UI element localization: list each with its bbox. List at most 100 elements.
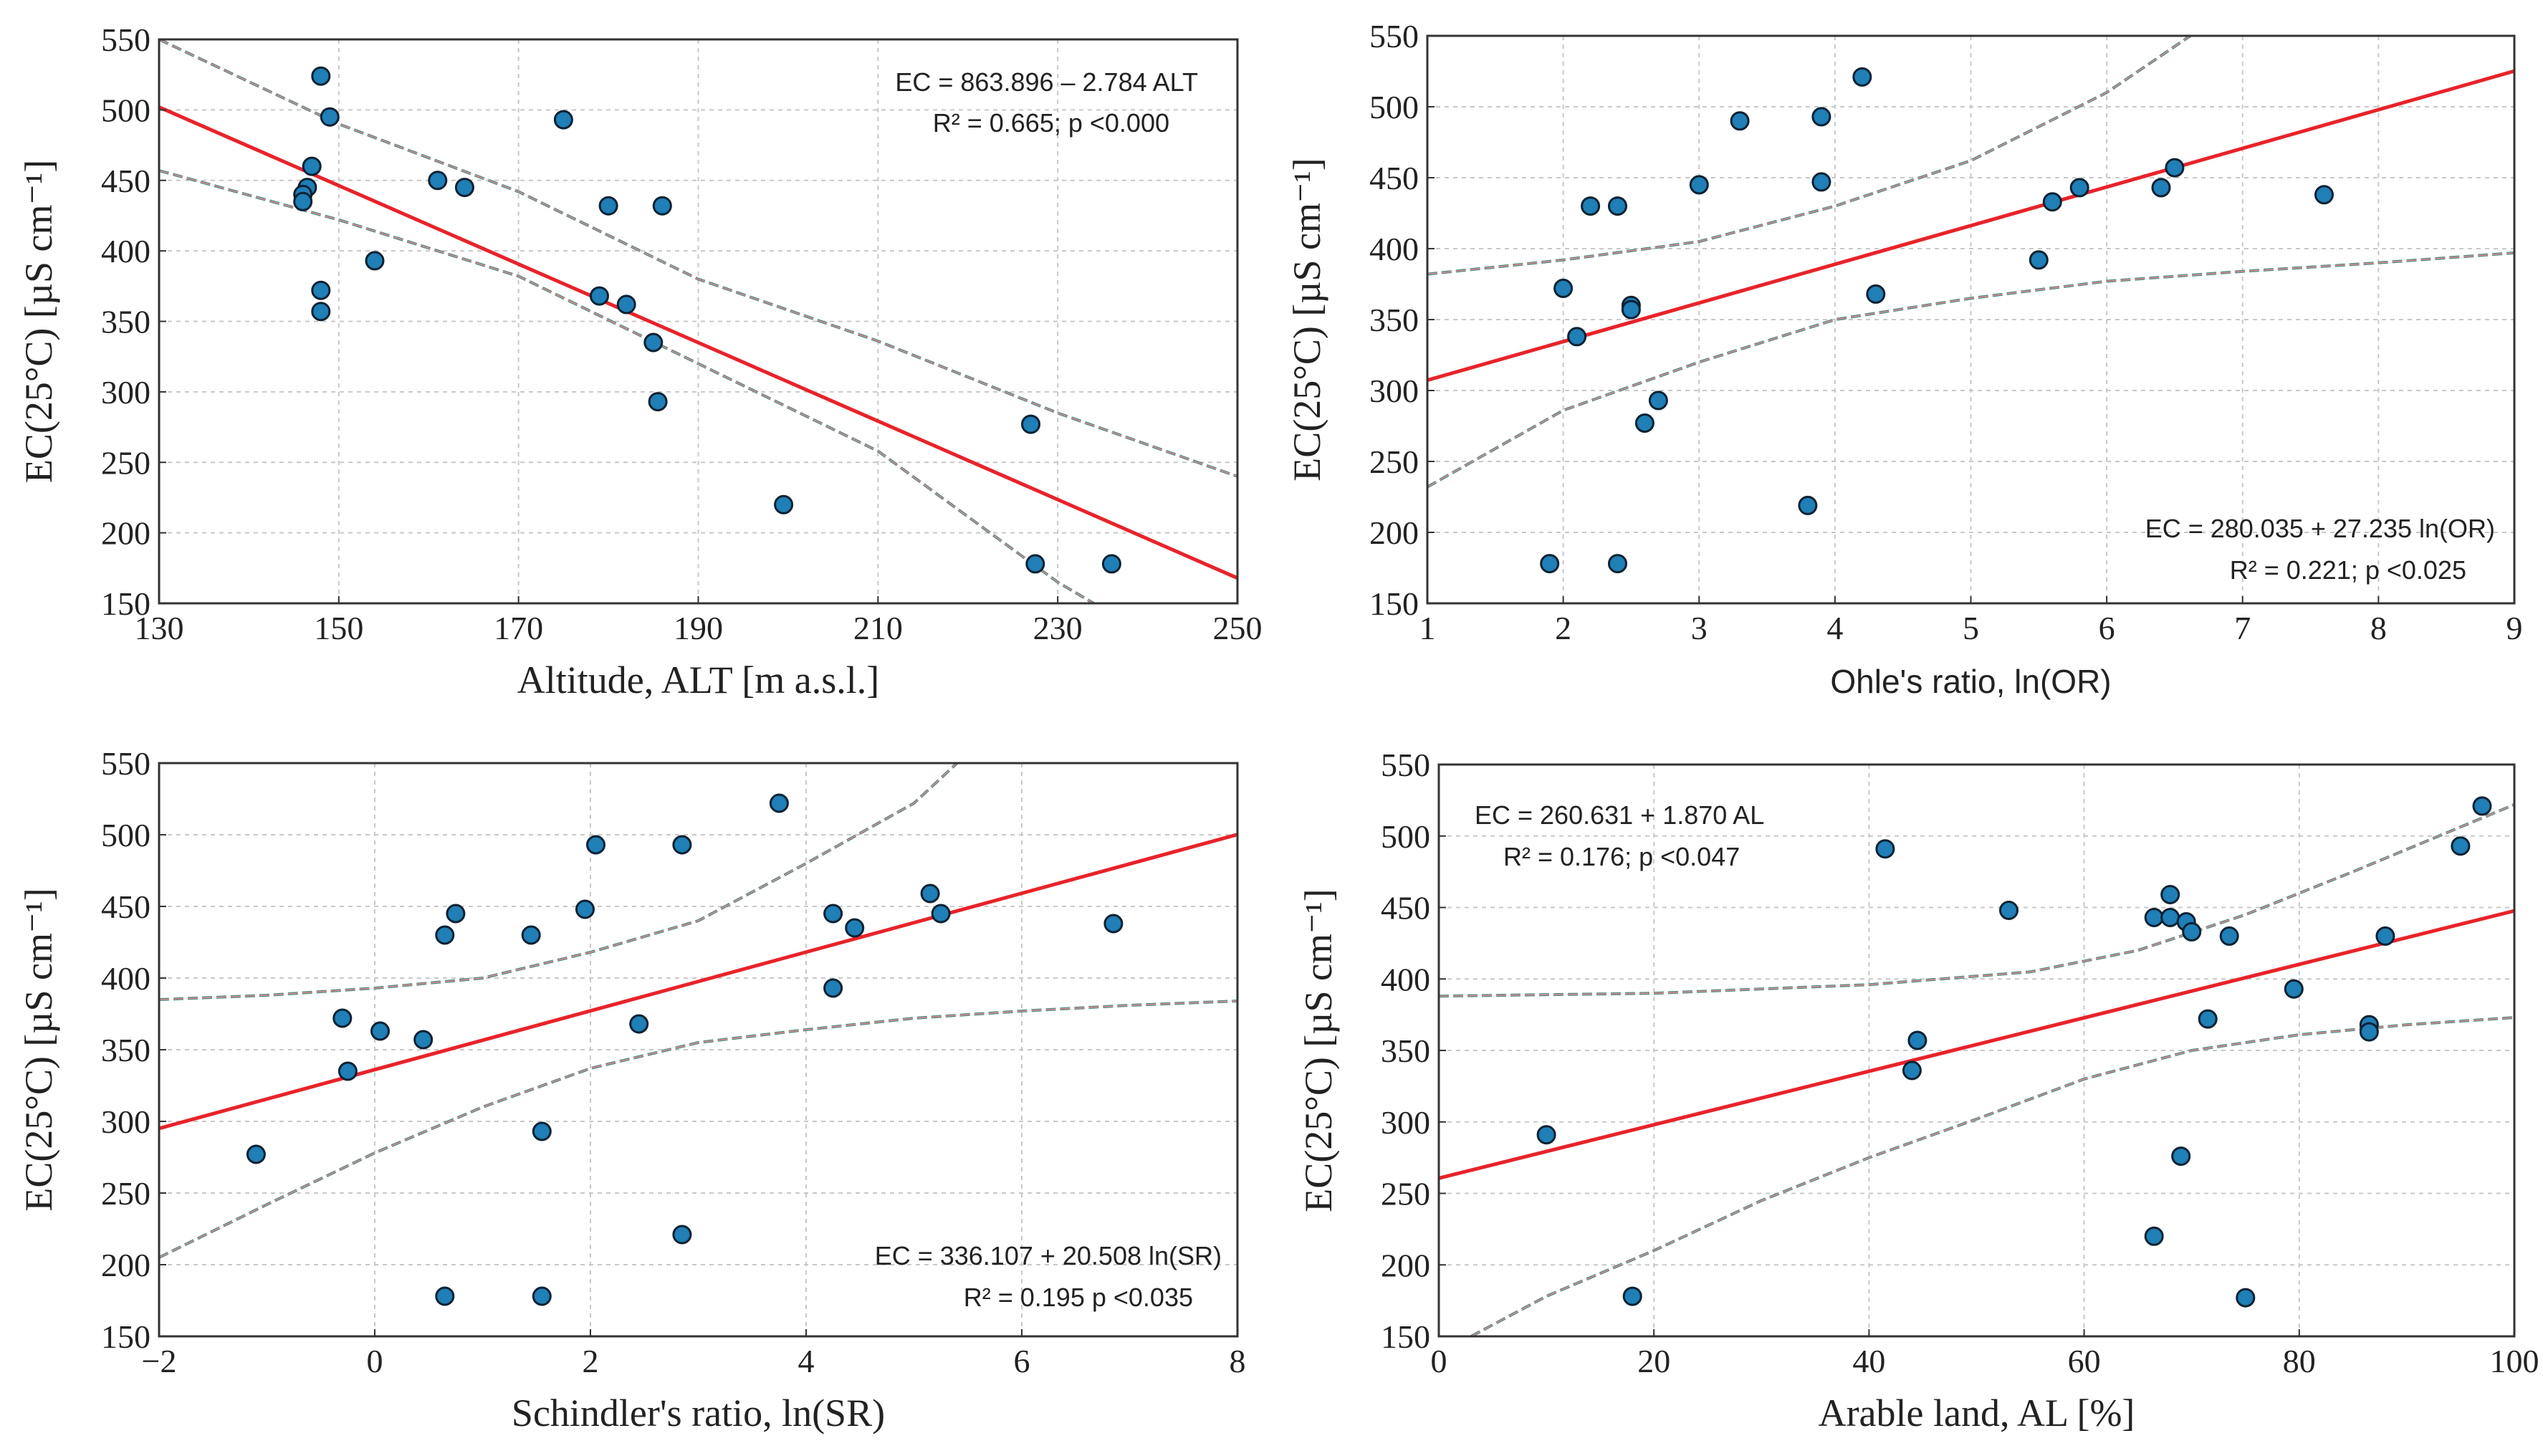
data-point bbox=[553, 110, 573, 130]
y-tick-label: 400 bbox=[1381, 961, 1430, 997]
data-point bbox=[672, 835, 692, 855]
fit-line-arable-land bbox=[1439, 909, 2514, 1180]
data-point bbox=[1875, 839, 1895, 859]
y-tick-label: 150 bbox=[1369, 585, 1419, 622]
x-tick-label: 210 bbox=[853, 610, 903, 646]
data-point bbox=[293, 191, 313, 211]
x-tick-label: 0 bbox=[1431, 1343, 1447, 1379]
data-point bbox=[1907, 1030, 1927, 1050]
data-point bbox=[652, 196, 672, 216]
data-point bbox=[823, 904, 843, 924]
data-point bbox=[931, 904, 951, 924]
data-point bbox=[435, 1286, 455, 1306]
y-tick-label: 300 bbox=[101, 374, 150, 411]
points-ohle-ratio bbox=[1540, 67, 2334, 574]
regression-stats-altitude: R² = 0.665; p <0.000 bbox=[933, 108, 1169, 138]
data-point bbox=[1567, 327, 1587, 347]
regression-stats-schindler-ratio: R² = 0.195 p <0.035 bbox=[964, 1283, 1193, 1312]
data-point bbox=[2182, 921, 2202, 942]
y-tick-label: 550 bbox=[101, 21, 150, 58]
ci-upper-accent-schindler-ratio bbox=[159, 763, 958, 1000]
x-axis-title-altitude: Altitude, ALT [m a.s.l.] bbox=[517, 658, 880, 701]
data-point bbox=[365, 251, 385, 271]
data-point bbox=[2160, 908, 2180, 927]
ci-lower-accent-altitude bbox=[159, 170, 1094, 603]
regression-equation-schindler-ratio: EC = 336.107 + 20.508 ln(SR) bbox=[875, 1241, 1222, 1270]
fit-line-schindler-ratio bbox=[159, 833, 1237, 1131]
data-point bbox=[648, 392, 668, 412]
y-tick-label: 450 bbox=[101, 889, 150, 925]
data-point bbox=[1621, 300, 1641, 320]
x-tick-label: 8 bbox=[2370, 610, 2387, 646]
data-point bbox=[435, 925, 455, 945]
y-tick-label: 200 bbox=[1369, 514, 1419, 551]
ci-lower-accent-ohle-ratio bbox=[1427, 252, 2514, 488]
y-tick-label: 300 bbox=[1369, 373, 1419, 409]
data-point bbox=[337, 1061, 358, 1081]
y-tick-label: 150 bbox=[1381, 1318, 1430, 1355]
data-point bbox=[1811, 172, 1831, 192]
x-tick-label: 5 bbox=[1963, 610, 1979, 646]
x-ticks-ohle-ratio: 1 2 3 4 5 6 7 8 9 bbox=[1419, 596, 2523, 646]
x-tick-label: 7 bbox=[2234, 610, 2251, 646]
data-point bbox=[823, 978, 843, 998]
data-point bbox=[532, 1121, 552, 1141]
y-ticks-altitude: 150 200 250 300 350 400 450 500 550 bbox=[101, 21, 166, 622]
panel-ohle-ratio: 1 2 3 4 5 6 7 8 9 150 200 250 300 350 400 450 500 550 Oh… bbox=[1285, 18, 2523, 700]
y-tick-label: 250 bbox=[101, 1175, 150, 1212]
y-tick-label: 400 bbox=[101, 233, 150, 269]
data-point bbox=[454, 178, 474, 198]
data-point bbox=[1608, 554, 1627, 574]
x-tick-label: 2 bbox=[1555, 610, 1571, 646]
data-point bbox=[2451, 836, 2471, 856]
y-tick-label: 450 bbox=[101, 163, 150, 199]
data-point bbox=[769, 793, 789, 813]
data-point bbox=[446, 904, 466, 924]
ci-upper-accent-ohle-ratio bbox=[1427, 36, 2192, 275]
panel-schindler-ratio: −2 0 2 4 6 8 150 200 250 300 350 400 450 500 550 Schi… bbox=[17, 745, 1246, 1435]
y-tick-label: 200 bbox=[101, 515, 150, 552]
y-tick-label: 500 bbox=[101, 92, 150, 128]
x-axis-title-ohle-ratio: Ohle's ratio, ln(OR) bbox=[1830, 663, 2111, 700]
panel-arable-land: 0 20 40 60 80 100 150 200 250 300 350 400 450 500 550… bbox=[1297, 747, 2539, 1435]
data-point bbox=[521, 925, 541, 945]
y-ticks-schindler-ratio: 150 200 250 300 350 400 450 500 550 bbox=[101, 745, 166, 1355]
regression-equation-ohle-ratio: EC = 280.035 + 27.235 ln(OR) bbox=[2145, 514, 2495, 543]
data-point bbox=[845, 918, 865, 938]
y-tick-label: 350 bbox=[101, 304, 150, 340]
data-point bbox=[311, 280, 331, 300]
data-point bbox=[590, 286, 609, 306]
x-ticks-arable-land: 0 20 40 60 80 100 bbox=[1431, 1329, 2539, 1379]
y-tick-label: 450 bbox=[1381, 890, 1430, 926]
x-tick-label: 60 bbox=[2068, 1343, 2101, 1379]
data-point bbox=[1648, 391, 1668, 411]
data-point bbox=[1581, 196, 1601, 216]
regression-stats-arable-land: R² = 0.176; p <0.047 bbox=[1503, 842, 1740, 871]
data-point bbox=[629, 1014, 649, 1034]
data-point bbox=[1852, 67, 1872, 87]
x-tick-label: 6 bbox=[1014, 1343, 1030, 1379]
data-point bbox=[320, 107, 340, 127]
grid-arable-land bbox=[1439, 765, 2514, 1336]
data-point bbox=[1866, 284, 1886, 304]
y-tick-label: 300 bbox=[101, 1103, 150, 1140]
data-point bbox=[2144, 1226, 2164, 1246]
data-point bbox=[332, 1008, 353, 1028]
data-point bbox=[2284, 979, 2304, 999]
data-point bbox=[2314, 185, 2334, 205]
data-point bbox=[370, 1021, 390, 1041]
ci-upper-arable-land bbox=[1439, 803, 2514, 998]
data-point bbox=[246, 1144, 266, 1164]
x-tick-label: 9 bbox=[2506, 610, 2523, 646]
y-tick-label: 550 bbox=[101, 745, 150, 782]
points-arable-land bbox=[1536, 796, 2492, 1308]
data-point bbox=[2472, 796, 2492, 816]
x-axis-title-arable-land: Arable land, AL [%] bbox=[1819, 1392, 2135, 1435]
data-point bbox=[1798, 495, 1818, 515]
x-tick-label: 230 bbox=[1033, 610, 1083, 646]
grid-ohle-ratio bbox=[1427, 36, 2514, 603]
data-point bbox=[575, 899, 595, 919]
data-point bbox=[1540, 554, 1560, 574]
y-tick-label: 150 bbox=[101, 585, 150, 622]
